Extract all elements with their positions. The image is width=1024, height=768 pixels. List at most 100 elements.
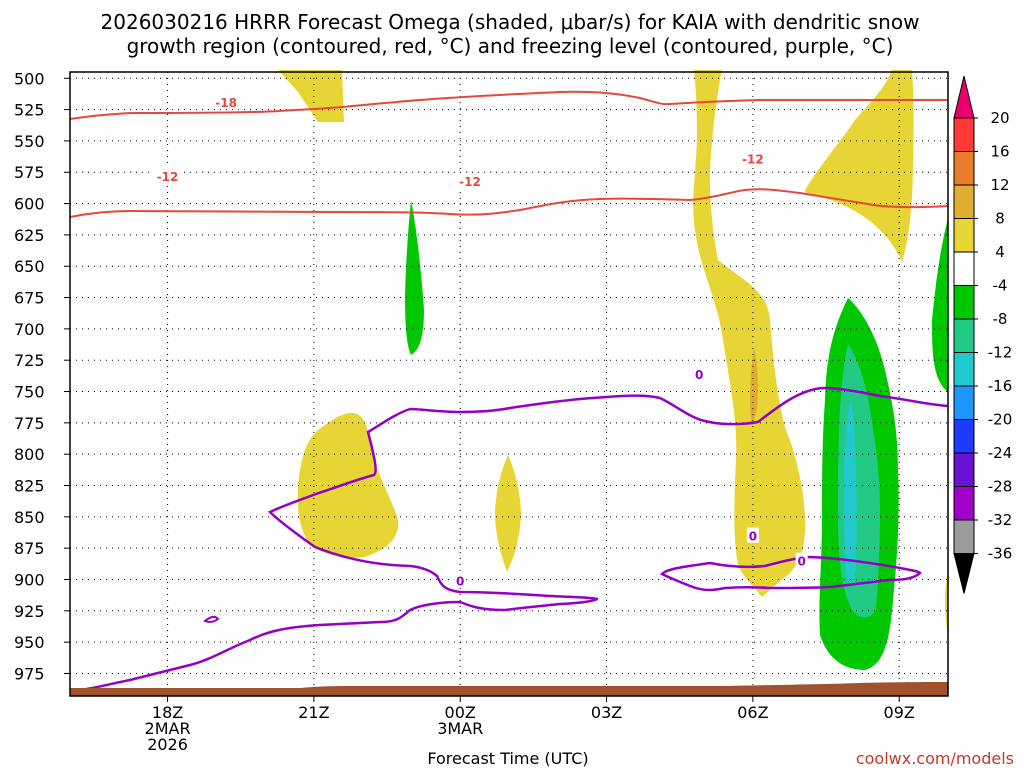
contour-label-dgz-minus12: -12 [157, 170, 179, 184]
x-tick-label: 09Z [884, 703, 915, 722]
contour-label-dgz-minus12: -12 [742, 152, 764, 166]
green-region-right-edge [932, 218, 948, 392]
contour-label-freezing-level: 0 [456, 575, 464, 589]
credit-text: coolwx.com/models [856, 749, 1014, 768]
contour-freezing-loop [659, 555, 922, 592]
x-tick-label: 2MAR [145, 719, 191, 738]
colorbar-label: -12 [988, 344, 1013, 362]
colorbar-segment [953, 352, 975, 387]
contour-label-bg [212, 94, 241, 110]
colorbar-segment [953, 184, 975, 219]
contour-label-bg [746, 527, 759, 543]
contour-label-freezing-level: 0 [749, 530, 757, 544]
colorbar-label: -4 [993, 277, 1008, 295]
colorbar-label: -28 [988, 478, 1013, 496]
contour-label-bg [454, 572, 467, 588]
green-region-21z [405, 200, 424, 355]
y-tick-label: 625 [14, 226, 45, 245]
contour-freezing-upper [79, 386, 949, 692]
colorbar-segment [953, 318, 975, 353]
colorbar-segment [953, 385, 975, 420]
y-tick-label: 700 [14, 320, 45, 339]
contour-label-bg [455, 173, 484, 189]
colorbar-label: 4 [995, 243, 1005, 261]
colorbar-segment [953, 419, 975, 454]
chart-title-line1: 2026030216 HRRR Forecast Omega (shaded, … [101, 10, 920, 34]
x-tick-label: 00Z [445, 703, 476, 722]
colorbar-label: -8 [993, 310, 1008, 328]
y-tick-label: 950 [14, 633, 45, 652]
contour-label-dgz-minus12: -12 [459, 175, 481, 189]
x-axis-label: Forecast Time (UTC) [427, 749, 588, 768]
y-tick-label: 500 [14, 69, 45, 88]
y-tick-label: 525 [14, 101, 45, 120]
colorbar-label: -32 [988, 511, 1013, 529]
orange-core [750, 348, 758, 422]
colorbar-segment [953, 452, 975, 487]
y-tick-label: 825 [14, 476, 45, 495]
x-tick-label: 18Z [152, 703, 183, 722]
colorbar-label: -24 [988, 444, 1013, 462]
y-tick-label: 600 [14, 195, 45, 214]
y-axis: 500 525 550 575 600 625 650 675 700 725 750 775 800 8… [14, 69, 70, 683]
y-tick-label: 925 [14, 602, 45, 621]
yellow-region-mid-800 [495, 455, 521, 572]
yellow-region-left-800 [297, 412, 399, 558]
colorbar-label: -36 [988, 545, 1013, 563]
y-tick-label: 800 [14, 445, 45, 464]
contour-lines [69, 90, 949, 692]
y-tick-label: 850 [14, 508, 45, 527]
colorbar-top-triangle [953, 75, 975, 119]
colorbar-segment [953, 218, 975, 253]
yellow-region-06z-column [693, 70, 806, 597]
colorbar-label: 12 [990, 176, 1009, 194]
y-tick-label: 775 [14, 414, 45, 433]
contour-label-freezing-level: 0 [695, 368, 703, 382]
contour-label-bg [153, 168, 182, 183]
colorbar-bottom-triangle [953, 553, 975, 594]
colorbar-segment [953, 251, 975, 286]
x-tick-label: 3MAR [437, 719, 483, 738]
contour-label-dgz-minus18: -18 [215, 96, 237, 110]
contour-minus18 [69, 90, 948, 120]
y-tick-label: 875 [14, 539, 45, 558]
contour-labels: -18 -12 -12 -12 0 0 0 0 [153, 94, 808, 589]
cyan-core [844, 398, 857, 583]
plot-area: -18 -12 -12 -12 0 0 0 0 [69, 70, 949, 697]
x-tick-label: 2026 [147, 735, 188, 754]
colorbar-label: -16 [988, 377, 1013, 395]
y-tick-label: 575 [14, 163, 45, 182]
y-tick-label: 550 [14, 132, 45, 151]
contour-label-bg [738, 150, 767, 166]
gridlines [70, 72, 948, 696]
x-tick-label: 03Z [591, 703, 622, 722]
chart-title-line2: growth region (contoured, red, °C) and f… [127, 34, 894, 58]
colorbar-segment [953, 486, 975, 521]
contour-minus12 [69, 188, 949, 218]
y-tick-label: 675 [14, 289, 45, 308]
omega-shading [278, 70, 948, 670]
y-tick-label: 650 [14, 257, 45, 276]
colorbar-segment [953, 117, 975, 152]
contour-freezing-small [203, 615, 220, 624]
contour-label-bg [795, 552, 808, 568]
colorbar-label: -20 [988, 411, 1013, 429]
y-tick-label: 975 [14, 664, 45, 683]
colorbar-label: 16 [990, 143, 1009, 161]
colorbar-segment [953, 151, 975, 186]
colorbar-label: 8 [995, 210, 1005, 228]
colorbar-label: 20 [990, 109, 1009, 127]
colorbar: 20 16 12 8 4 -4 -8 -12 -16 -20 -24 -28 -32 -36 [953, 75, 1013, 594]
contour-label-freezing-level: 0 [797, 555, 805, 569]
colorbar-segment [953, 519, 975, 554]
colorbar-segment [953, 285, 975, 320]
x-tick-label: 06Z [737, 703, 768, 722]
y-tick-label: 900 [14, 570, 45, 589]
x-tick-label: 21Z [298, 703, 329, 722]
yellow-region-09z-top [805, 70, 914, 262]
y-tick-label: 750 [14, 383, 45, 402]
contour-label-bg [693, 365, 706, 381]
terrain [70, 682, 948, 696]
